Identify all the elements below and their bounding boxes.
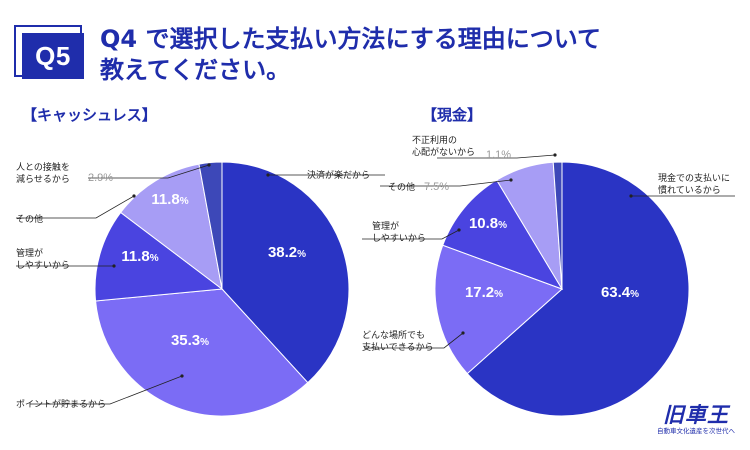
title-line-2: 教えてください。 bbox=[100, 56, 291, 84]
pie-1-pct-3: 10.8% bbox=[469, 215, 507, 232]
pie-1-leader-line-3 bbox=[362, 229, 460, 240]
pie-0-leader-line-2 bbox=[30, 375, 183, 405]
pie-1-pct-2: 17.2% bbox=[465, 284, 503, 301]
pie-0-slice-5 bbox=[198, 161, 223, 290]
logo-text: 旧車王 bbox=[663, 403, 729, 427]
pie-1-slice-2 bbox=[434, 244, 563, 375]
pie-1-slice-1 bbox=[466, 161, 690, 417]
pie-0-label-3-line-2: しやすいから bbox=[16, 260, 70, 271]
pie-1-slice-5 bbox=[552, 161, 563, 290]
pie-0-pct-4: 11.8% bbox=[151, 191, 188, 208]
pie-1-pct-1: 63.4% bbox=[601, 284, 639, 301]
pie-0-label-2-line-1: ポイントが貯まるから bbox=[16, 398, 106, 410]
pie-0-slice-3 bbox=[94, 211, 224, 302]
pie-1-label-1-line-2: 慣れているから bbox=[658, 184, 721, 196]
pie-1-label-2-line-1: どんな場所でも bbox=[362, 329, 425, 341]
pie-0-slice-1 bbox=[221, 161, 350, 384]
pie-1-leader-line-5 bbox=[437, 154, 556, 159]
pie-0-leader-line-5 bbox=[88, 164, 210, 179]
pie-1-small-pct-5: 1.1% bbox=[486, 149, 511, 161]
pie-1-leader-line-2 bbox=[364, 332, 464, 349]
pie-1-leader-line-4 bbox=[380, 179, 512, 187]
pie-0-leader-line-4 bbox=[16, 195, 135, 219]
pie-1-label-1-line-1: 現金での支払いに bbox=[658, 172, 730, 184]
pie-1-label-5-line-2: 心配がないから bbox=[412, 146, 475, 158]
question-badge: Q5 bbox=[22, 33, 84, 79]
pie-0-slice-4 bbox=[119, 163, 223, 291]
pie-1-label-4-line-1: その他 bbox=[388, 181, 415, 193]
brand-logo: 旧車王 自動車文化遺産を次世代へ bbox=[648, 403, 744, 436]
pie-0-pct-2: 35.3% bbox=[171, 332, 209, 349]
pie-0-slice-2 bbox=[95, 288, 309, 417]
pie-0-label-5-line-1: 人との接触を bbox=[16, 161, 70, 173]
pie-1-label-2-line-2: 支払いできるから bbox=[362, 341, 434, 353]
pie-1-label-3-line-2: しやすいから bbox=[372, 233, 426, 244]
pie-1-label-3-line-1: 管理が bbox=[372, 220, 399, 232]
chart-title-cashless: 【キャッシュレス】 bbox=[22, 106, 157, 124]
pie-1-label-5-line-1: 不正利用の bbox=[412, 134, 457, 146]
pie-0-label-4-line-1: その他 bbox=[16, 213, 43, 225]
title-line-1: Q4 で選択した支払い方法にする理由について bbox=[100, 25, 601, 53]
page-title: Q4 で選択した支払い方法にする理由について 教えてください。 bbox=[100, 24, 700, 86]
pie-1-small-pct-4: 7.5% bbox=[424, 181, 449, 193]
chart-title-cash: 【現金】 bbox=[422, 106, 483, 124]
pie-0-pct-1: 38.2% bbox=[268, 244, 306, 261]
pie-0-pct-3: 11.8% bbox=[121, 248, 158, 265]
pie-0-label-1-line-1: 決済が楽だから bbox=[307, 169, 370, 181]
logo-tagline: 自動車文化遺産を次世代へ bbox=[657, 427, 735, 435]
pie-0-small-pct-5: 2.9% bbox=[88, 172, 113, 184]
pie-0-label-3-line-1: 管理が bbox=[16, 247, 43, 259]
pie-0-label-5-line-2: 減らせるから bbox=[16, 173, 70, 185]
